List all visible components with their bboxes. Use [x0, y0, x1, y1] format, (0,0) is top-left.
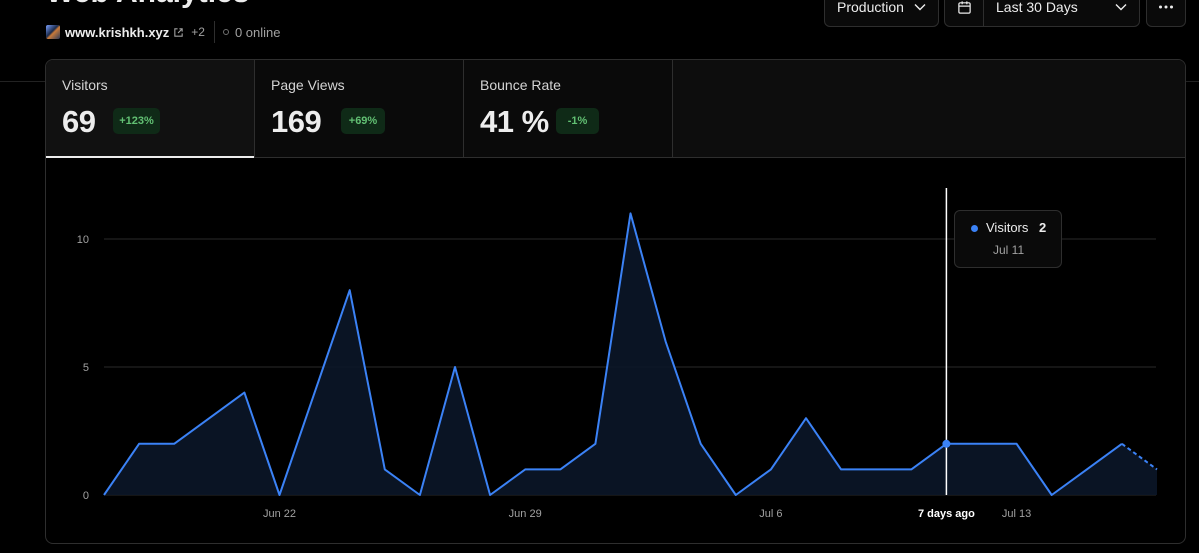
divider [213, 21, 215, 43]
tab-bounce-rate[interactable]: Bounce Rate 41 % -1% [464, 60, 673, 157]
chart-tooltip: Visitors 2 Jul 11 [954, 210, 1062, 268]
series-line-incomplete [1121, 442, 1158, 471]
x-tick-label: Jun 29 [509, 508, 542, 520]
online-count: 0 online [234, 24, 281, 40]
metric-tabs: Visitors 69 +123% Page Views 169 +69% Bo… [46, 60, 1185, 158]
visitors-chart[interactable]: 0 5 10 Jun 22 Jun 29 Jul 6 7 days ago Jul 13 [46, 158, 1185, 544]
online-status-icon [222, 29, 229, 35]
divider [1186, 81, 1199, 82]
more-horizontal-icon [1159, 5, 1173, 9]
y-tick-label: 5 [83, 362, 89, 374]
tab-value: 69 [62, 104, 96, 139]
calendar-icon [957, 0, 971, 14]
x-tick-label: 7 days ago [918, 508, 975, 520]
series-color-dot [971, 225, 978, 232]
analytics-card: Visitors 69 +123% Page Views 169 +69% Bo… [45, 59, 1186, 544]
environment-label: Production [837, 0, 904, 15]
tab-value: 41 % [480, 104, 549, 139]
page-title: Web Analytics [46, 0, 249, 8]
chevron-down-icon [1115, 4, 1127, 11]
tooltip-value: 2 [1039, 220, 1047, 235]
tooltip-date: Jul 11 [993, 243, 1025, 257]
change-badge: -1% [556, 108, 599, 134]
tab-visitors[interactable]: Visitors 69 +123% [46, 60, 255, 158]
date-range-select[interactable]: Last 30 Days [944, 0, 1140, 27]
chevron-down-icon [914, 4, 926, 11]
site-link[interactable]: www.krishkh.xyz [65, 24, 170, 40]
series-line [103, 212, 1123, 496]
x-tick-label: Jul 13 [1002, 508, 1031, 520]
tab-label: Visitors [62, 77, 108, 93]
tab-page-views[interactable]: Page Views 169 +69% [255, 60, 464, 157]
change-badge: +69% [341, 108, 385, 134]
tab-label: Page Views [271, 77, 345, 93]
calendar-button[interactable] [945, 0, 984, 26]
external-link-icon[interactable] [173, 27, 184, 38]
site-favicon [46, 25, 60, 39]
tabs-filler [673, 60, 1185, 157]
tooltip-series-name: Visitors [986, 220, 1029, 235]
tab-value: 169 [271, 104, 322, 139]
date-range-label: Last 30 Days [996, 0, 1078, 15]
site-row: www.krishkh.xyz +2 0 online [46, 21, 281, 43]
y-tick-label: 10 [77, 234, 89, 246]
tab-label: Bounce Rate [480, 77, 561, 93]
series-area [104, 213, 1157, 495]
x-tick-label: Jul 6 [759, 508, 782, 520]
change-badge: +123% [113, 108, 160, 134]
x-tick-label: Jun 22 [263, 508, 296, 520]
divider [0, 81, 46, 82]
environment-select[interactable]: Production [824, 0, 939, 27]
more-sites-count[interactable]: +2 [191, 25, 205, 39]
hover-point [942, 439, 951, 448]
y-tick-label: 0 [83, 490, 89, 502]
more-options-button[interactable] [1146, 0, 1186, 27]
